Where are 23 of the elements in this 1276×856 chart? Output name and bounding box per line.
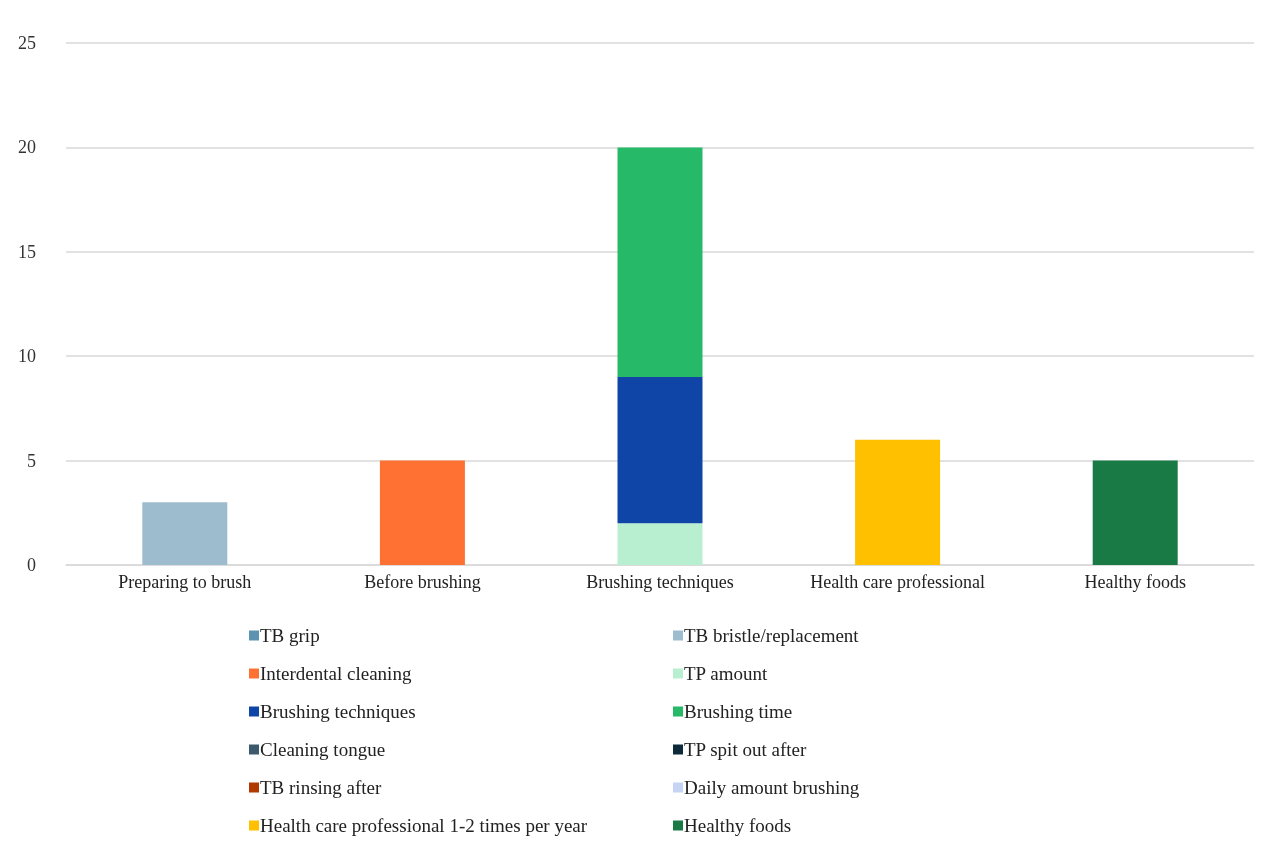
y-tick-label: 20 — [18, 137, 36, 158]
y-tick-label: 5 — [27, 450, 36, 471]
legend-label: Brushing time — [684, 701, 793, 722]
legend-label: TB rinsing after — [260, 777, 383, 798]
y-tick-label: 10 — [18, 346, 36, 367]
legend-label: Cleaning tongue — [260, 739, 386, 760]
legend-label: TB grip — [260, 625, 320, 646]
x-tick-label: Health care professional — [810, 572, 986, 592]
x-tick-label: Healthy foods — [1084, 572, 1186, 592]
y-tick-label: 25 — [18, 33, 36, 53]
legend-label: Health care professional 1-2 times per year — [260, 815, 588, 836]
legend-label: TP spit out after — [684, 739, 807, 760]
x-tick-label: Preparing to brush — [118, 572, 252, 592]
y-tick-label: 15 — [18, 241, 36, 262]
x-tick-label: Before brushing — [364, 572, 481, 592]
legend-label: Interdental cleaning — [260, 663, 412, 684]
x-tick-label: Brushing techniques — [586, 572, 734, 592]
legend-label: Daily amount brushing — [684, 777, 860, 798]
legend-label: TB bristle/replacement — [684, 625, 860, 646]
legend-label: Healthy foods — [684, 815, 792, 836]
y-tick-label: 0 — [27, 555, 36, 575]
legend-label: TP amount — [684, 663, 768, 684]
legend-label: Brushing techniques — [260, 701, 416, 722]
